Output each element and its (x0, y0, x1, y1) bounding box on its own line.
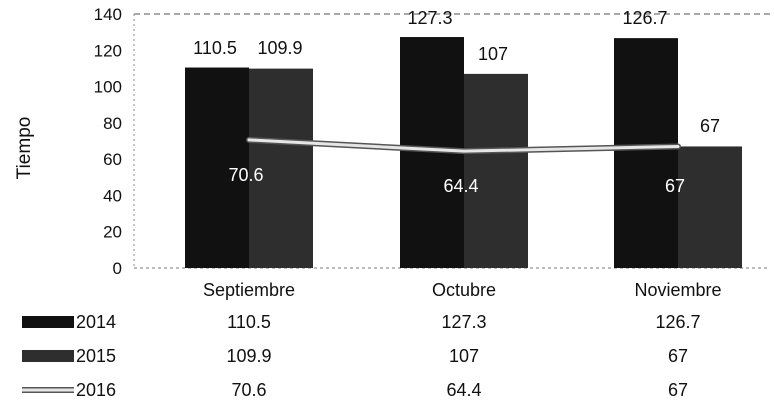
data-label-2016: 67 (665, 176, 685, 196)
x-category-label: Octubre (432, 280, 496, 300)
y-tick-label: 0 (113, 259, 122, 278)
y-tick-label: 100 (94, 78, 122, 97)
y-axis-title: Tiempo (14, 117, 35, 180)
y-tick-label: 40 (103, 186, 122, 205)
y-tick-label: 20 (103, 223, 122, 242)
table-series-label: 2015 (76, 346, 116, 366)
data-label-2014: 110.5 (193, 38, 237, 58)
bar-2015 (249, 68, 313, 268)
table-cell-value: 64.4 (446, 380, 481, 400)
table-cell-value: 67 (668, 380, 688, 400)
y-axis-title-group: Tiempo (14, 117, 35, 180)
y-tick-label: 120 (94, 41, 122, 60)
bar-2015 (464, 73, 528, 268)
legend-key-2015 (22, 350, 74, 362)
data-label-2014: 126.7 (622, 8, 667, 28)
x-category-label: Septiembre (203, 280, 295, 300)
legend-key-2014 (22, 316, 74, 328)
table-cell-value: 67 (668, 346, 688, 366)
table-cell-value: 126.7 (655, 312, 700, 332)
bar-2014 (185, 67, 249, 269)
table-series-label: 2016 (76, 380, 116, 400)
data-label-2015: 107 (478, 44, 508, 64)
table-series-label: 2014 (76, 312, 116, 332)
table-cell-value: 127.3 (441, 312, 486, 332)
y-tick-label: 60 (103, 150, 122, 169)
data-table: 2014 110.5 127.3 126.7 2015 109.9 107 67 2016 70.… (22, 312, 701, 400)
bar-2014 (614, 38, 678, 268)
table-cell-value: 107 (449, 346, 479, 366)
table-cell-value: 70.6 (231, 380, 266, 400)
x-category-label: Noviembre (634, 280, 721, 300)
plot-area: 0 20 40 60 80 100 120 140 Septiembre Octubre Novie… (94, 5, 770, 300)
y-tick-label: 80 (103, 114, 122, 133)
data-label-2014: 127.3 (407, 8, 452, 28)
line-2016 (247, 138, 680, 153)
y-tick-label: 140 (94, 5, 122, 24)
table-cell-value: 110.5 (227, 312, 271, 332)
data-label-2016: 70.6 (228, 165, 263, 185)
data-label-2015: 109.9 (257, 38, 302, 58)
data-label-2016: 64.4 (443, 176, 478, 196)
table-cell-value: 109.9 (226, 346, 271, 366)
data-label-2015: 67 (700, 116, 720, 136)
bar-2015 (678, 146, 742, 268)
